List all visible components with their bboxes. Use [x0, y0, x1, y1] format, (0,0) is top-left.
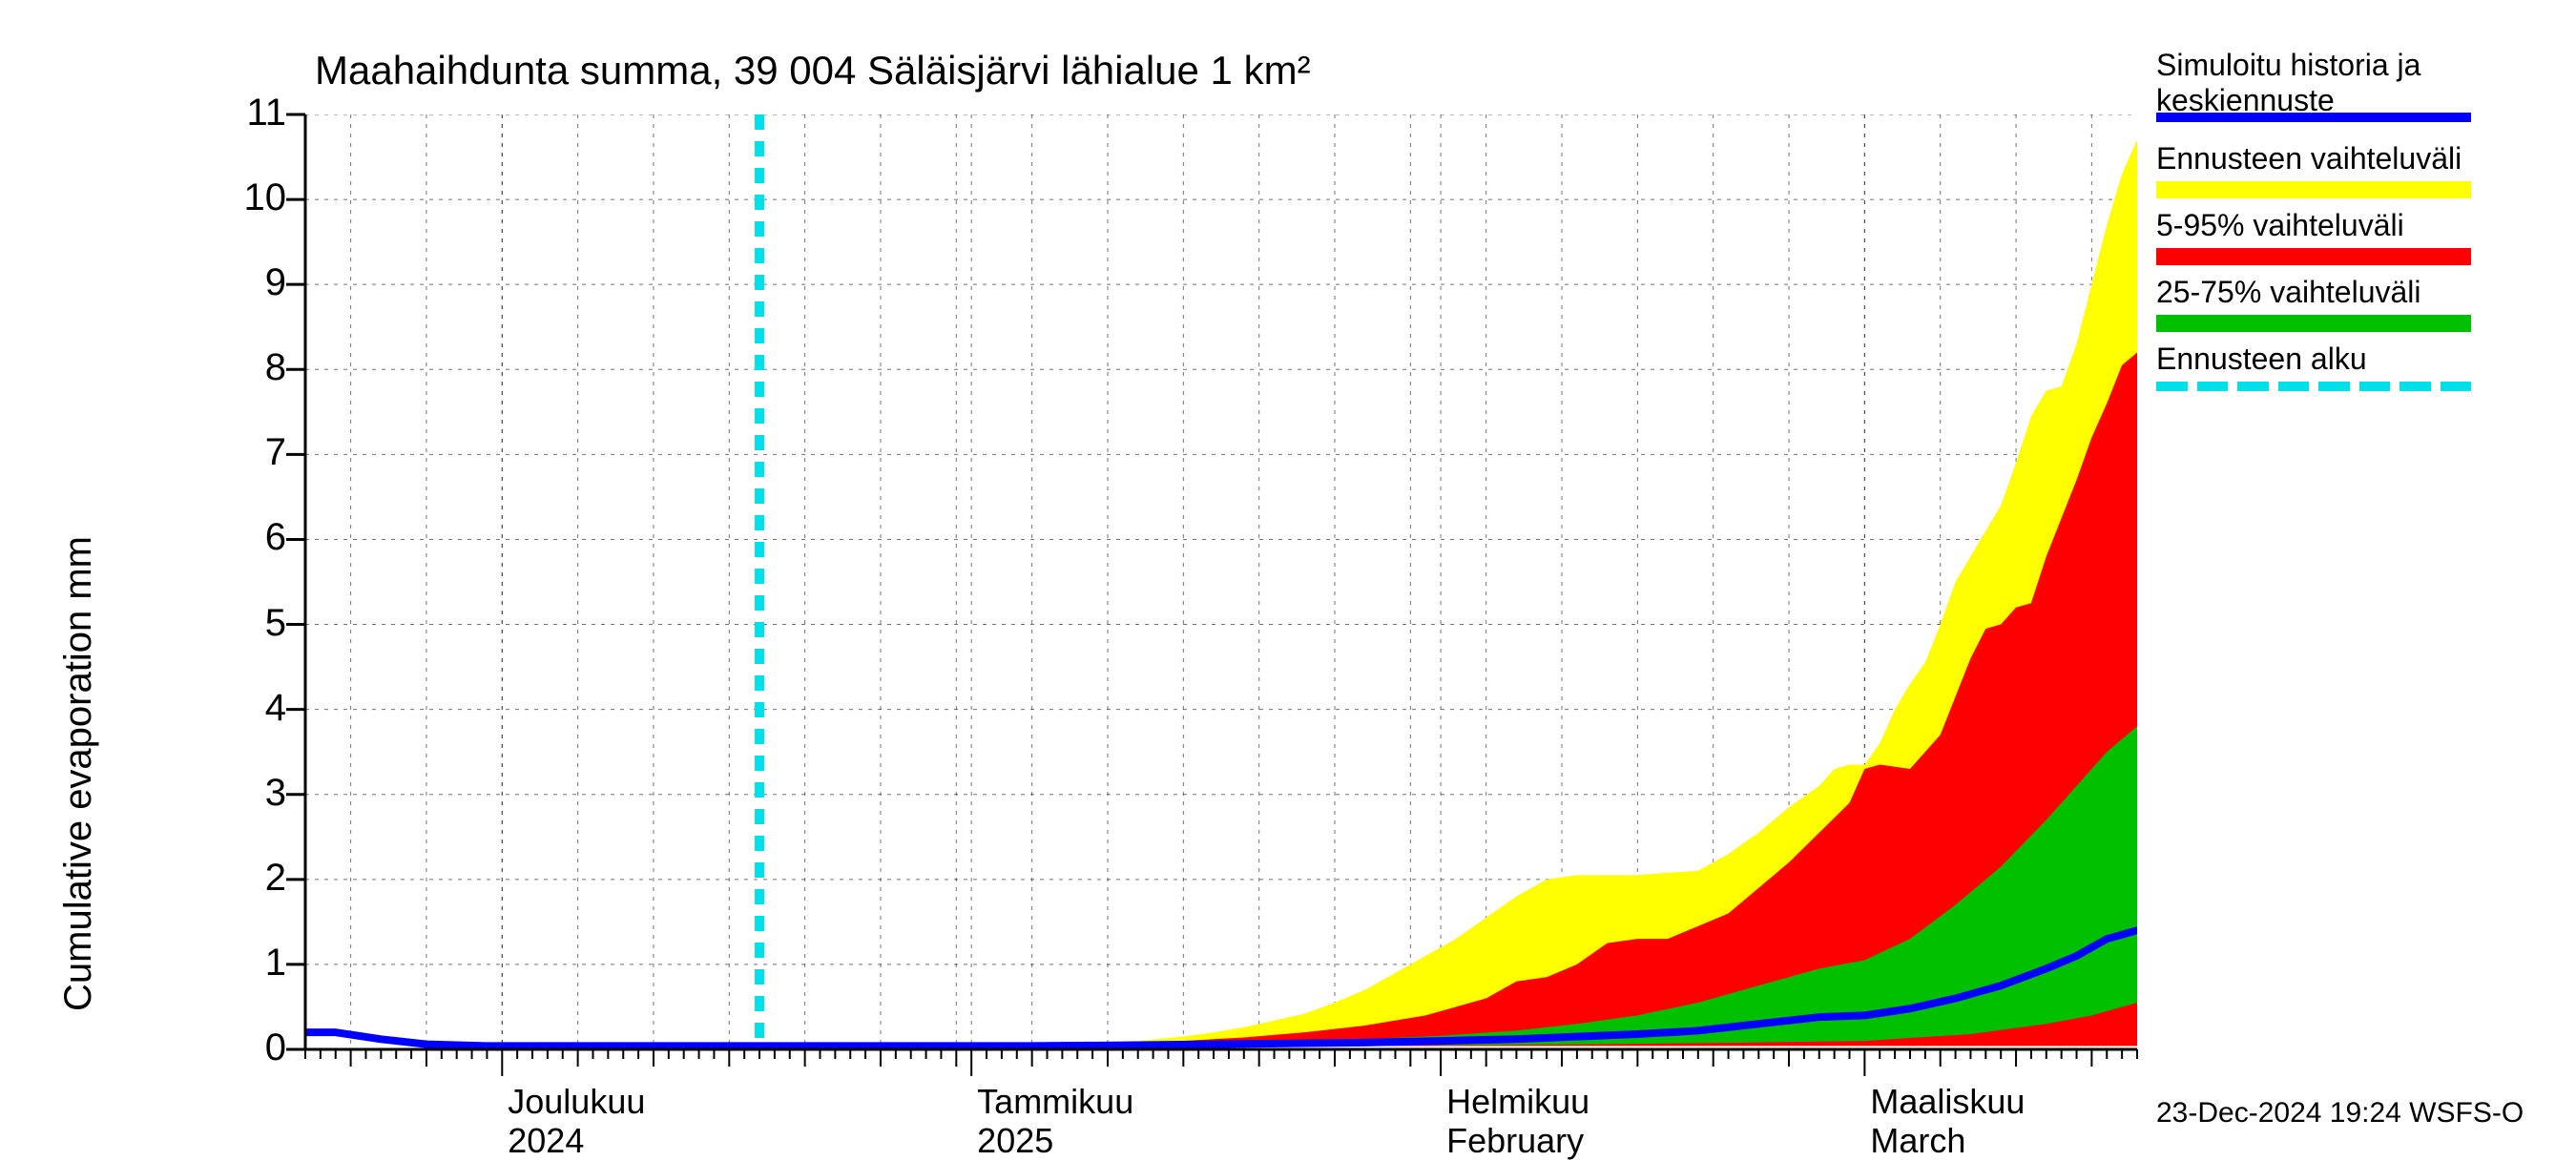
legend-label: Ennusteen vaihteluväli	[2156, 141, 2500, 176]
legend-swatch-line	[2156, 113, 2471, 122]
legend-dash-segment	[2399, 382, 2431, 391]
y-tick-label: 7	[172, 431, 286, 474]
y-tick-label: 9	[172, 261, 286, 304]
y-tick-label: 1	[172, 942, 286, 985]
y-tick-label: 5	[172, 602, 286, 645]
legend-swatch-solid	[2156, 315, 2471, 332]
legend-label: Simuloitu historia jakeskiennuste	[2156, 48, 2500, 118]
x-tick-label-top: Helmikuu	[1446, 1082, 1589, 1122]
legend-label: Ennusteen alku	[2156, 342, 2500, 377]
legend-label: 5-95% vaihteluväli	[2156, 208, 2500, 243]
legend-dash-segment	[2197, 382, 2229, 391]
x-tick-label-bottom: 2025	[977, 1121, 1053, 1161]
legend-item: Ennusteen vaihteluväli	[2156, 141, 2500, 176]
legend-item: 25-75% vaihteluväli	[2156, 275, 2500, 310]
y-tick-label: 4	[172, 687, 286, 730]
legend-item: Ennusteen alku	[2156, 342, 2500, 377]
legend-label-line: Ennusteen vaihteluväli	[2156, 141, 2500, 176]
legend-dash-segment	[2237, 382, 2269, 391]
legend-item: Simuloitu historia jakeskiennuste	[2156, 48, 2500, 118]
legend-label-line: 5-95% vaihteluväli	[2156, 208, 2500, 243]
y-tick-label: 10	[172, 176, 286, 219]
legend-dash-segment	[2278, 382, 2310, 391]
x-tick-label-bottom: February	[1446, 1121, 1584, 1161]
x-tick-label-bottom: 2024	[508, 1121, 584, 1161]
legend-dash-segment	[2359, 382, 2391, 391]
legend-label-line: Ennusteen alku	[2156, 342, 2500, 377]
legend-dash-segment	[2318, 382, 2350, 391]
y-tick-label: 2	[172, 857, 286, 900]
chart-stage: Maahaihdunta summa, 39 004 Säläisjärvi l…	[0, 0, 2576, 1145]
y-tick-label: 11	[172, 92, 286, 135]
legend-swatch-solid	[2156, 248, 2471, 265]
y-tick-label: 3	[172, 772, 286, 815]
legend-item: 5-95% vaihteluväli	[2156, 208, 2500, 243]
legend-label-line: Simuloitu historia ja	[2156, 48, 2500, 83]
x-tick-label-top: Tammikuu	[977, 1082, 1133, 1122]
x-tick-label-top: Maaliskuu	[1870, 1082, 2025, 1122]
y-tick-label: 8	[172, 346, 286, 389]
y-tick-label: 6	[172, 516, 286, 559]
footer-timestamp: 23-Dec-2024 19:24 WSFS-O	[2156, 1097, 2524, 1130]
x-tick-label-top: Joulukuu	[508, 1082, 645, 1122]
legend-swatch-dash	[2156, 382, 2471, 391]
legend-label-line: 25-75% vaihteluväli	[2156, 275, 2500, 310]
legend-dash-segment	[2441, 382, 2472, 391]
legend-swatch-solid	[2156, 181, 2471, 198]
legend-dash-segment	[2156, 382, 2188, 391]
y-tick-label: 0	[172, 1026, 286, 1069]
legend-label: 25-75% vaihteluväli	[2156, 275, 2500, 310]
x-tick-label-bottom: March	[1870, 1121, 1965, 1161]
